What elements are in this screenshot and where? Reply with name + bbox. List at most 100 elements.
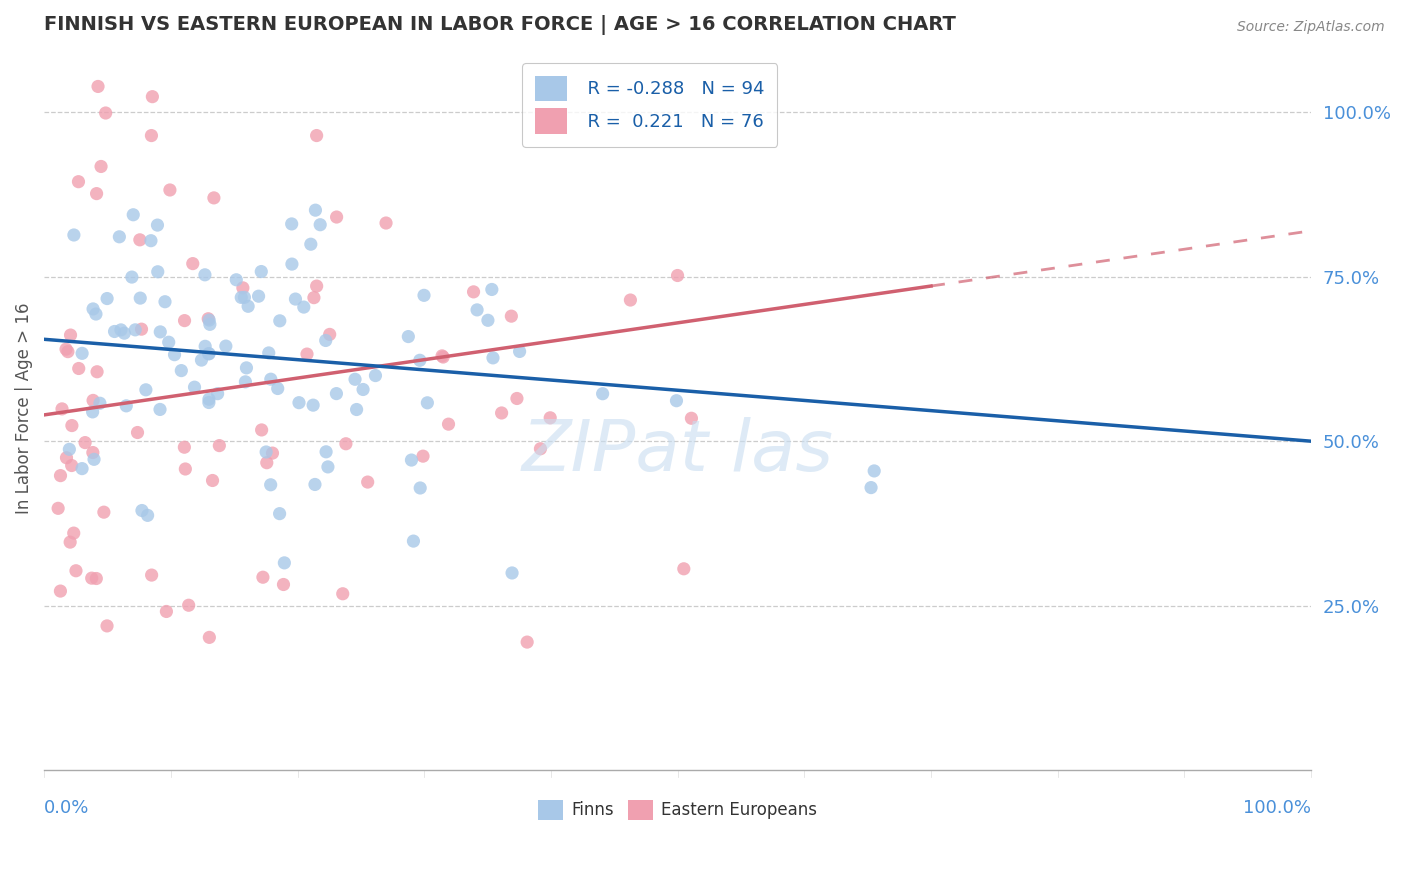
Point xyxy=(236,299,259,313)
Point xyxy=(93,505,115,519)
Text: 100.0%: 100.0% xyxy=(1243,799,1312,817)
Point xyxy=(155,605,177,619)
Point xyxy=(65,564,87,578)
Point xyxy=(157,335,180,350)
Point xyxy=(190,353,212,368)
Point xyxy=(128,233,150,247)
Point xyxy=(232,281,254,295)
Point xyxy=(86,365,108,379)
Point xyxy=(131,322,153,336)
Point xyxy=(121,270,143,285)
Point xyxy=(396,329,419,343)
Point xyxy=(181,257,204,271)
Point xyxy=(141,568,163,582)
Point xyxy=(59,535,82,549)
Point xyxy=(235,360,257,375)
Point xyxy=(295,347,318,361)
Point xyxy=(254,445,277,459)
Point xyxy=(509,344,531,359)
Point xyxy=(501,309,523,323)
Point xyxy=(273,556,295,570)
Point xyxy=(198,392,221,407)
Point xyxy=(198,395,221,409)
Point xyxy=(96,292,118,306)
Text: 0.0%: 0.0% xyxy=(44,799,90,817)
Point xyxy=(304,203,326,218)
Point xyxy=(302,291,325,305)
Point xyxy=(49,584,72,599)
Point xyxy=(666,268,689,283)
Point xyxy=(56,344,79,359)
Point xyxy=(197,311,219,326)
Point xyxy=(127,425,149,440)
Point xyxy=(149,402,172,417)
Point xyxy=(305,279,328,293)
Point xyxy=(49,468,72,483)
Point xyxy=(250,423,273,437)
Point xyxy=(412,449,434,463)
Point xyxy=(70,461,93,475)
Point xyxy=(477,313,499,327)
Point xyxy=(197,347,219,361)
Point xyxy=(269,314,291,328)
Point xyxy=(501,566,523,580)
Point xyxy=(135,383,157,397)
Point xyxy=(413,288,436,302)
Point xyxy=(491,406,513,420)
Point xyxy=(346,402,368,417)
Point xyxy=(87,79,110,94)
Point xyxy=(89,396,111,410)
Point xyxy=(463,285,485,299)
Point xyxy=(437,417,460,432)
Point xyxy=(315,445,337,459)
Point xyxy=(46,501,69,516)
Point xyxy=(288,395,311,409)
Point xyxy=(149,325,172,339)
Point xyxy=(592,386,614,401)
Point xyxy=(281,257,304,271)
Point xyxy=(250,264,273,278)
Point xyxy=(416,396,439,410)
Point xyxy=(153,294,176,309)
Point xyxy=(146,218,169,232)
Point xyxy=(124,323,146,337)
Point xyxy=(375,216,398,230)
Point xyxy=(201,474,224,488)
Point xyxy=(529,442,551,456)
Point xyxy=(63,227,86,242)
Point xyxy=(67,361,90,376)
Point xyxy=(325,210,347,224)
Point xyxy=(146,265,169,279)
Point xyxy=(84,572,107,586)
Point xyxy=(273,577,295,591)
Point xyxy=(58,442,80,457)
Text: ZIPat las: ZIPat las xyxy=(522,417,834,486)
Point xyxy=(82,445,104,459)
Point xyxy=(55,342,77,356)
Point xyxy=(208,439,231,453)
Point xyxy=(432,350,454,364)
Point xyxy=(302,398,325,412)
Point xyxy=(131,503,153,517)
Point xyxy=(194,339,217,353)
Point xyxy=(94,106,117,120)
Point xyxy=(82,393,104,408)
Point xyxy=(174,462,197,476)
Point xyxy=(318,327,340,342)
Point xyxy=(260,477,283,491)
Y-axis label: In Labor Force | Age > 16: In Labor Force | Age > 16 xyxy=(15,302,32,514)
Point xyxy=(304,477,326,491)
Point xyxy=(110,323,132,337)
Point xyxy=(80,571,103,585)
Point xyxy=(863,464,886,478)
Point xyxy=(357,475,380,489)
Point xyxy=(482,351,505,365)
Point xyxy=(159,183,181,197)
Point xyxy=(139,234,162,248)
Point xyxy=(269,507,291,521)
Point xyxy=(402,534,425,549)
Point xyxy=(198,313,221,327)
Point xyxy=(619,293,641,307)
Point xyxy=(860,481,883,495)
Point xyxy=(82,301,104,316)
